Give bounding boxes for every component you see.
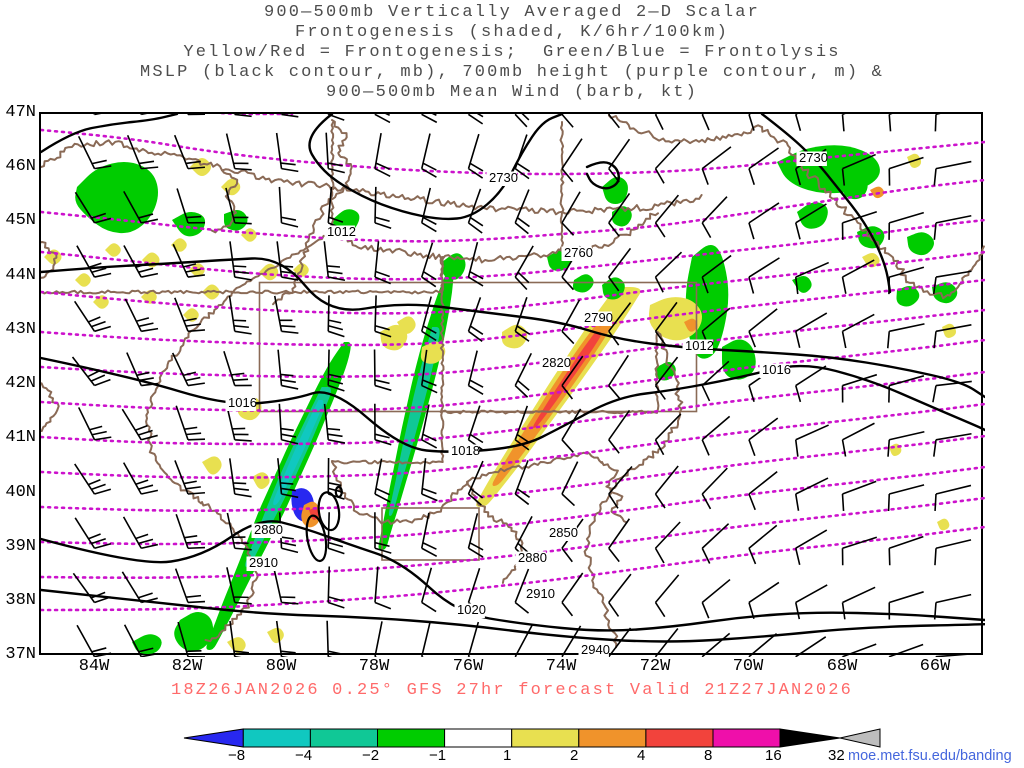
svg-text:1012: 1012 xyxy=(685,338,714,353)
svg-text:2790: 2790 xyxy=(584,310,613,325)
svg-text:2910: 2910 xyxy=(249,555,278,570)
svg-text:1020: 1020 xyxy=(457,602,486,617)
svg-text:1018: 1018 xyxy=(451,443,480,458)
svg-text:2880: 2880 xyxy=(254,522,283,537)
svg-text:1016: 1016 xyxy=(228,395,257,410)
svg-text:2760: 2760 xyxy=(564,245,593,260)
svg-text:2730: 2730 xyxy=(799,150,828,165)
svg-text:2880: 2880 xyxy=(518,550,547,565)
svg-text:2820: 2820 xyxy=(542,355,571,370)
svg-text:1012: 1012 xyxy=(327,224,356,239)
svg-text:1016: 1016 xyxy=(762,362,791,377)
svg-text:2940: 2940 xyxy=(581,642,610,657)
svg-text:2850: 2850 xyxy=(549,525,578,540)
svg-text:2730: 2730 xyxy=(489,170,518,185)
svg-text:2910: 2910 xyxy=(526,586,555,601)
